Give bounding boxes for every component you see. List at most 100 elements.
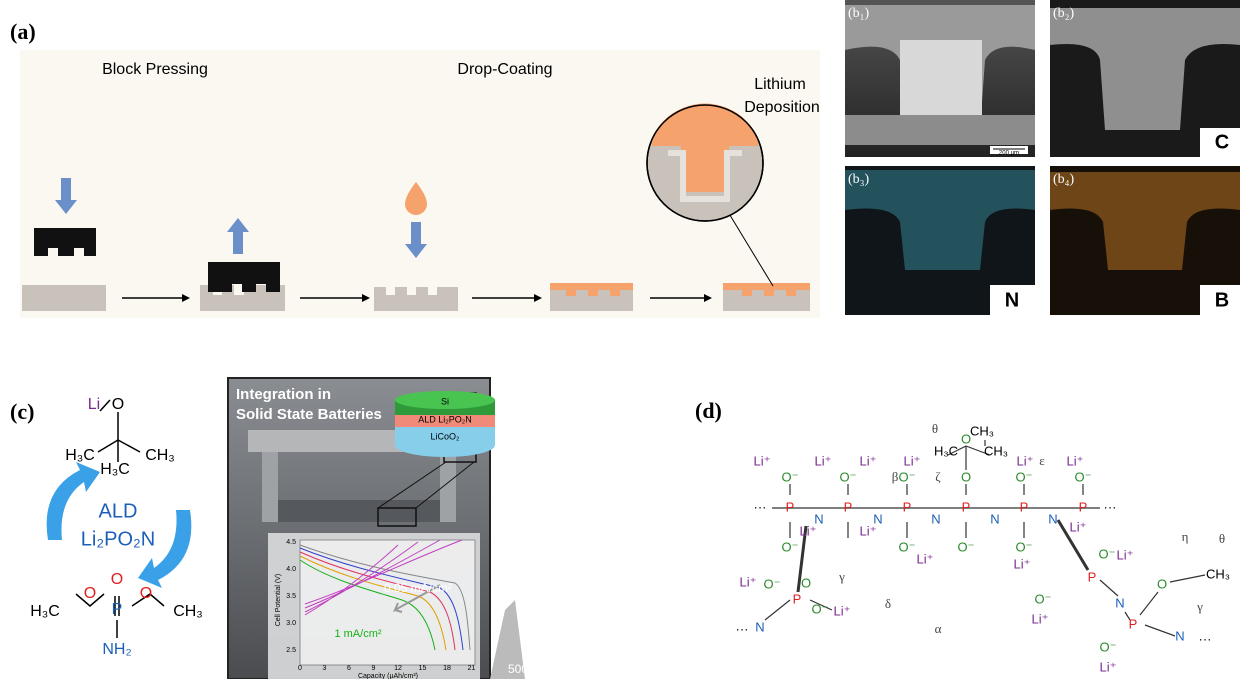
- atom: CH₃: [145, 447, 175, 464]
- structure-label: O: [1157, 576, 1167, 591]
- tick-label: 4.5: [286, 539, 296, 546]
- structure-label: Li⁺: [1014, 556, 1031, 571]
- tick-label: 12: [394, 665, 402, 672]
- structure-label: Li⁺: [1070, 519, 1087, 534]
- atom: H₃C: [65, 447, 95, 464]
- structure-label: ζ: [935, 469, 941, 484]
- structure-label: Li⁺: [1032, 611, 1049, 626]
- structure-label: O⁻: [840, 469, 857, 484]
- tick-label: 0: [298, 665, 302, 672]
- tick-label: 3.5: [286, 593, 296, 600]
- structure-label: O⁻: [782, 469, 799, 484]
- step-label: Drop-Coating: [457, 61, 552, 78]
- structure-label: P: [786, 499, 795, 514]
- structure-label: O⁻: [1016, 539, 1033, 554]
- structure-label: β: [892, 469, 899, 484]
- structure-label: P: [793, 591, 802, 606]
- structure-label: Li⁺: [740, 574, 757, 589]
- structure-label: O⁻: [1099, 546, 1116, 561]
- step-label: Lithium: [754, 76, 806, 93]
- structure-label: O⁻: [1016, 469, 1033, 484]
- tick-label: 21: [468, 665, 476, 672]
- scale-bar: 500 nm: [508, 662, 548, 676]
- structure-label: O⁻: [1075, 469, 1092, 484]
- panel-d-bonds: [765, 440, 1205, 636]
- structure-label: O⁻: [899, 539, 916, 554]
- step-label: Block Pressing: [102, 61, 208, 78]
- structure-label: P: [1129, 616, 1138, 631]
- structure-label: ···: [1104, 499, 1117, 514]
- structure-label: N: [931, 511, 940, 526]
- scale-bar: 200 µm: [999, 151, 1019, 157]
- step-label: Deposition: [744, 99, 820, 116]
- image-label: (b₄): [1053, 172, 1075, 187]
- structure-label: N: [990, 511, 999, 526]
- atom: O: [84, 585, 96, 602]
- tick-label: 3.0: [286, 620, 296, 627]
- structure-label: Li⁺: [815, 453, 832, 468]
- structure-label: Li⁺: [904, 453, 921, 468]
- panel-label: (a): [10, 19, 36, 44]
- figure: (a) Block Pressing Drop-Coating Lithium Depo…: [0, 0, 1240, 679]
- panel-label: (d): [695, 398, 722, 423]
- sem-title: Integration in: [236, 386, 331, 403]
- tick-label: 2.5: [286, 647, 296, 654]
- structure-label: CH₃: [984, 443, 1008, 458]
- tick-label: 15: [419, 665, 427, 672]
- tick-label: 3: [323, 665, 327, 672]
- sem-title: Solid State Batteries: [236, 406, 382, 423]
- structure-label: α: [935, 621, 942, 636]
- cycle-label: Li₂PO₂N: [81, 528, 155, 550]
- structure-label: η: [1182, 529, 1189, 544]
- axis-title: Cell Potential (V): [275, 574, 282, 627]
- annotation: 0.05 mA/cm²: [384, 581, 452, 595]
- structure-label: O: [801, 575, 811, 590]
- atom: H₃C: [100, 461, 130, 478]
- structure-label: ···: [736, 621, 749, 636]
- atom: NH₂: [102, 641, 131, 658]
- image-label: (b₃): [848, 172, 870, 187]
- atom: O: [140, 585, 152, 602]
- structure-label: O⁻: [782, 539, 799, 554]
- tick-label: 4.0: [286, 566, 296, 573]
- axis-title: Capacity (µAh/cm²): [358, 673, 418, 679]
- structure-label: CH₃: [1206, 566, 1230, 581]
- structure-label: Li⁺: [1067, 453, 1084, 468]
- structure-label: O⁻: [812, 601, 829, 616]
- structure-label: P: [962, 499, 971, 514]
- layer-label: ALD Li₂PO₂N: [418, 414, 472, 424]
- element-label: N: [1005, 289, 1019, 311]
- structure-label: O⁻: [764, 576, 781, 591]
- annotation: 1 mA/cm²: [334, 628, 381, 640]
- structure-label: ···: [1199, 631, 1212, 646]
- structure-label: N: [1048, 511, 1057, 526]
- structure-label: O⁻: [1035, 591, 1052, 606]
- structure-label: Li⁺: [1117, 547, 1134, 562]
- structure-label: P: [1079, 499, 1088, 514]
- atom: H₃C: [30, 603, 60, 620]
- atom: Li: [88, 396, 100, 413]
- structure-label: N: [1175, 628, 1184, 643]
- layer-label: LiCoO₂: [430, 431, 460, 441]
- structure-label: O: [961, 469, 971, 484]
- atom: CH₃: [173, 603, 203, 620]
- tick-label: 18: [443, 665, 451, 672]
- panel-label: (c): [10, 399, 34, 424]
- structure-label: N: [755, 619, 764, 634]
- structure-label: H₃C: [934, 443, 958, 458]
- tick-label: 6: [347, 665, 351, 672]
- structure-label: δ: [885, 596, 891, 611]
- eds-images: [845, 0, 1240, 315]
- image-label: (b₂): [1053, 6, 1075, 21]
- structure-label: Li⁺: [860, 523, 877, 538]
- atom: O: [112, 396, 124, 413]
- structure-label: Li⁺: [834, 603, 851, 618]
- element-label: C: [1215, 131, 1229, 153]
- cycle-label: ALD: [99, 500, 138, 522]
- structure-label: γ: [1196, 599, 1203, 614]
- tick-label: 9: [372, 665, 376, 672]
- atom: O: [111, 571, 123, 588]
- structure-label: Li⁺: [800, 523, 817, 538]
- structure-label: θ: [1219, 531, 1225, 546]
- atom: P: [112, 601, 123, 618]
